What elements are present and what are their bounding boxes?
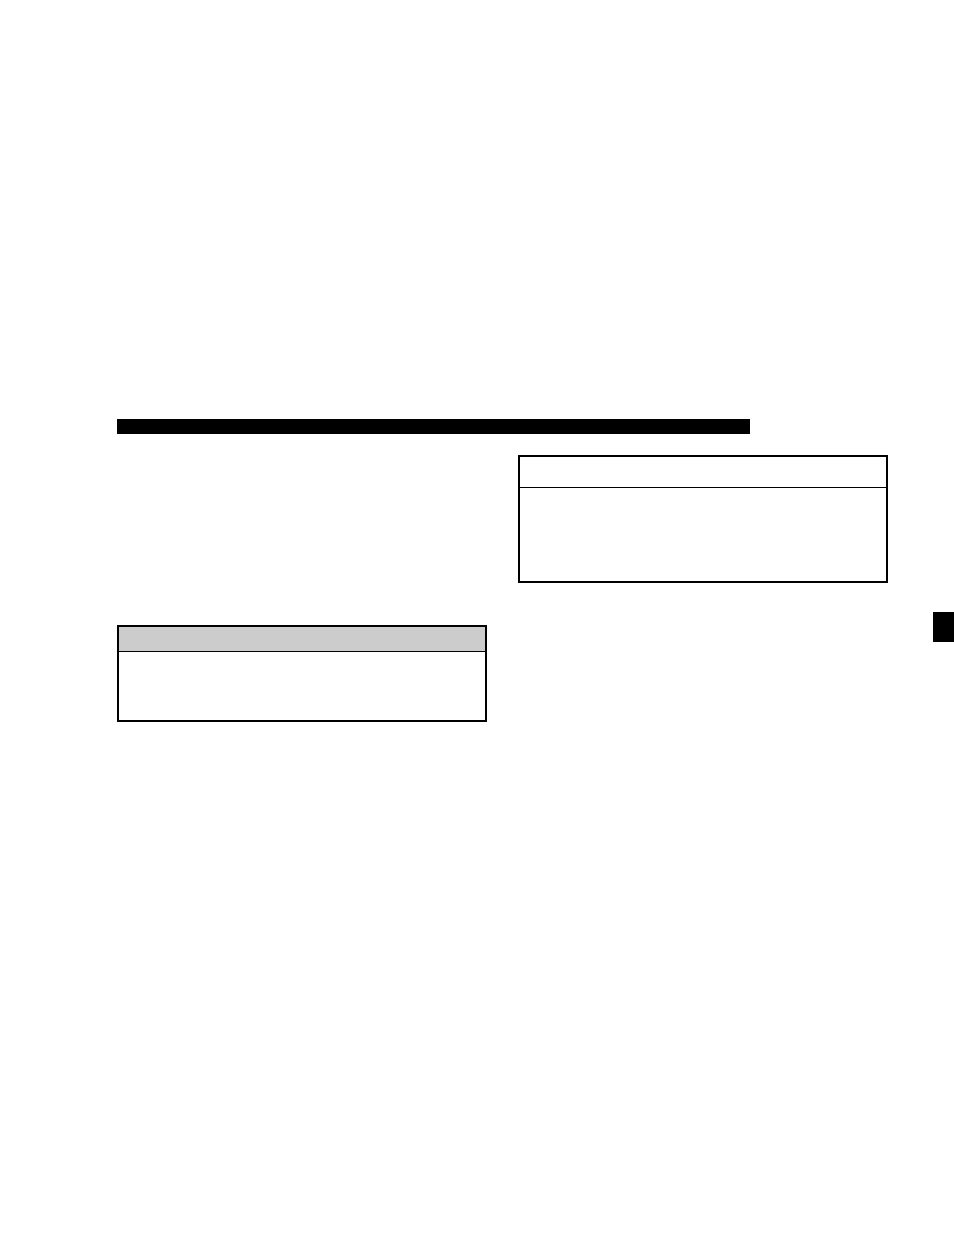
- page: [0, 0, 954, 1235]
- caution-box: [117, 625, 487, 722]
- warning-box-header-rule: [520, 487, 886, 488]
- warning-box: [518, 455, 888, 583]
- section-side-tab: [933, 612, 954, 642]
- caution-box-header: [119, 627, 485, 652]
- section-heading-bar: [117, 419, 750, 434]
